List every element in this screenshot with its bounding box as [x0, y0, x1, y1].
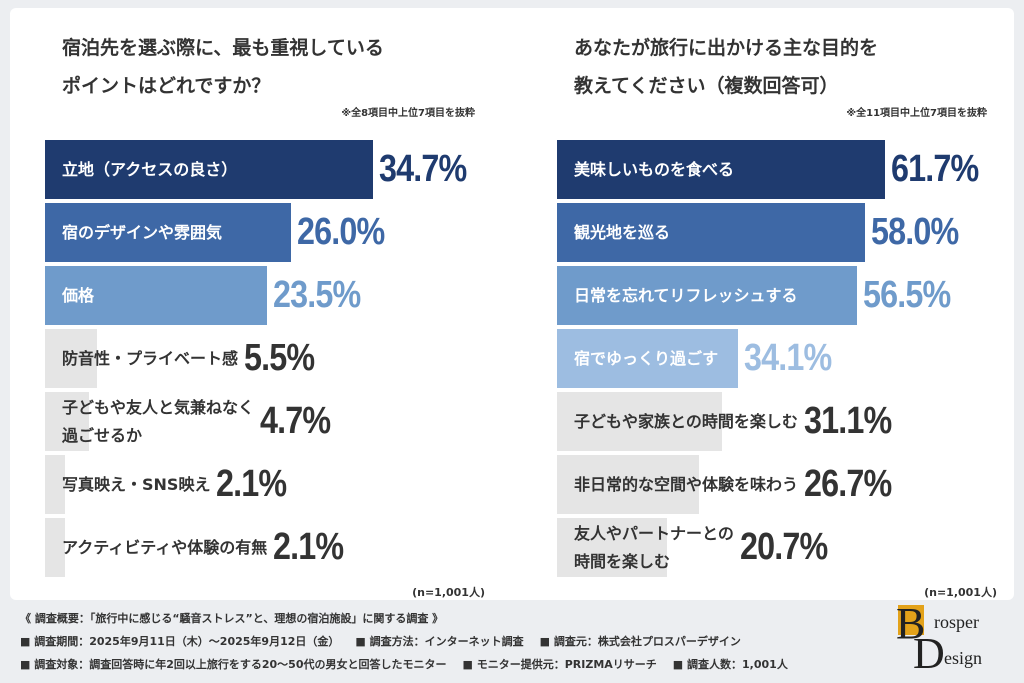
- bar: [557, 392, 723, 451]
- footer-item: ■ 調査元：株式会社プロスパーデザイン: [539, 635, 741, 648]
- value-label: 5.5%: [244, 337, 315, 379]
- category-label: 美味しいものを食べる: [574, 159, 735, 179]
- category-label: 立地（アクセスの良さ）: [62, 159, 238, 179]
- footer-item: ■ 調査人数：1,001人: [672, 658, 788, 671]
- logo-b: B: [896, 599, 926, 648]
- footer-item: ■ 調査方法：インターネット調査: [355, 635, 524, 648]
- value-label: 4.7%: [260, 400, 331, 442]
- value-label: 2.1%: [273, 526, 344, 568]
- category-label: 防音性・プライベート感: [62, 348, 239, 368]
- category-label: 宿でゆっくり過ごす: [574, 348, 719, 368]
- category-label: 非日常的な空間や体験を味わう: [574, 474, 799, 494]
- chart-title: 宿泊先を選ぶ際に、最も重視している ポイントはどれですか？: [62, 37, 384, 97]
- category-label: 友人やパートナーとの 時間を楽しむ: [574, 523, 734, 571]
- value-label: 2.1%: [216, 463, 287, 505]
- bar: [45, 392, 90, 451]
- category-label: 観光地を巡る: [574, 222, 671, 242]
- bar: [45, 455, 65, 514]
- value-label: 31.1%: [804, 400, 892, 442]
- value-label: 26.0%: [296, 211, 385, 253]
- sample-size: (n=1,001人): [412, 586, 485, 599]
- category-label: 写真映え・SNS映え: [62, 474, 211, 494]
- value-label: 34.7%: [379, 148, 467, 190]
- value-label: 20.7%: [740, 526, 828, 568]
- bar: [557, 203, 866, 262]
- value-label: 23.5%: [273, 274, 361, 316]
- bar: [557, 518, 668, 577]
- category-label: アクティビティや体験の有無: [62, 537, 268, 557]
- bar: [45, 140, 373, 199]
- footer-item: ■ モニター提供元：PRIZMAリサーチ: [462, 658, 657, 671]
- footer-line: ■ 調査対象：調査回答時に年2回以上旅行をする20～50代の男女と回答したモニタ…: [20, 656, 788, 672]
- category-label: 子どもや友人と気兼ねなく 過ごせるか: [62, 397, 255, 445]
- value-label: 61.7%: [891, 148, 979, 190]
- sample-size: (n=1,001人): [924, 586, 997, 599]
- category-label: 価格: [62, 285, 95, 305]
- category-label: 子どもや家族との時間を楽しむ: [574, 411, 798, 431]
- chart-note: ※全11項目中上位7項目を抜粋: [846, 108, 987, 119]
- logo-top: rosper: [934, 612, 979, 632]
- bar: [557, 329, 739, 388]
- footer-heading: 《 調査概要：「旅行中に感じる“騒音ストレス”と、理想の宿泊施設」に関する調査 …: [20, 612, 444, 625]
- value-label: 26.7%: [804, 463, 892, 505]
- bar: [45, 266, 268, 325]
- logo-d: D: [913, 629, 945, 678]
- chart-note: ※全8項目中上位7項目を抜粋: [341, 108, 475, 119]
- category-label: 日常を忘れてリフレッシュする: [574, 285, 798, 305]
- category-label: 宿のデザインや雰囲気: [62, 222, 223, 242]
- bar: [557, 455, 699, 514]
- bar: [45, 518, 65, 577]
- bar: [557, 140, 885, 199]
- logo-box: [898, 605, 924, 635]
- value-label: 58.0%: [871, 211, 959, 253]
- chart-title: あなたが旅行に出かける主な目的を 教えてください（複数回答可）: [574, 37, 879, 97]
- footer-line: ■ 調査期間：2025年9月11日（木）～2025年9月12日（金） ■ 調査方法…: [20, 633, 741, 649]
- logo-bottom: esign: [944, 648, 982, 668]
- value-label: 34.1%: [744, 337, 832, 379]
- footer-item: ■ 調査期間：2025年9月11日（木）～2025年9月12日（金）: [20, 635, 340, 648]
- value-label: 56.5%: [863, 274, 951, 316]
- bar: [557, 266, 858, 325]
- bar: [45, 203, 291, 262]
- bar: [45, 329, 97, 388]
- footer-item: ■ 調査対象：調査回答時に年2回以上旅行をする20～50代の男女と回答したモニタ…: [20, 658, 447, 671]
